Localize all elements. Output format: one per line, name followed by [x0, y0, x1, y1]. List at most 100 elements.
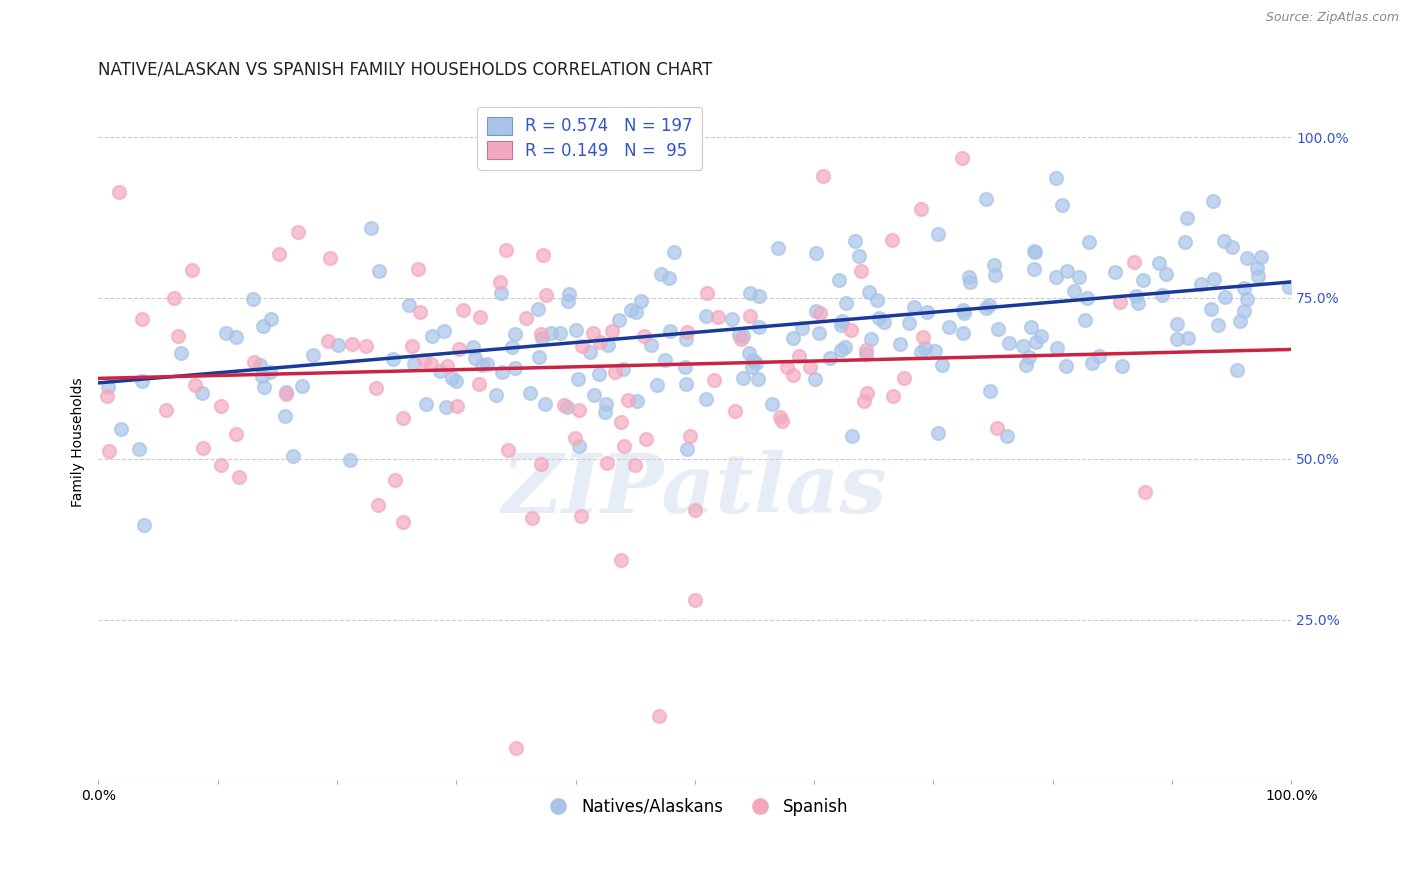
Point [1278, 279, 1301, 293]
Point [761, 397, 783, 411]
Point [844, 235, 866, 249]
Point [983, 268, 1005, 283]
Point [775, 360, 797, 375]
Point [1024, 262, 1046, 277]
Point [260, 311, 283, 326]
Point [1236, 251, 1258, 265]
Point [1213, 290, 1236, 304]
Point [986, 421, 1008, 435]
Point [501, 340, 523, 354]
Point [927, 426, 949, 441]
Point [1220, 240, 1243, 254]
Point [770, 414, 793, 428]
Point [228, 470, 250, 484]
Point [914, 341, 936, 355]
Point [915, 305, 938, 319]
Point [1076, 291, 1098, 305]
Point [505, 741, 527, 756]
Point [724, 404, 747, 418]
Point [855, 347, 877, 361]
Point [391, 410, 413, 425]
Point [910, 345, 932, 359]
Point [446, 399, 468, 413]
Point [596, 456, 619, 470]
Point [818, 351, 841, 365]
Point [872, 315, 894, 329]
Point [695, 392, 717, 406]
Point [402, 357, 425, 371]
Point [1052, 198, 1074, 212]
Text: ZIPatlas: ZIPatlas [502, 450, 887, 530]
Point [579, 344, 602, 359]
Point [339, 453, 361, 467]
Point [401, 339, 423, 353]
Point [1204, 272, 1226, 286]
Point [274, 409, 297, 424]
Point [564, 431, 586, 445]
Point [526, 302, 548, 317]
Point [1018, 350, 1040, 364]
Point [1174, 235, 1197, 250]
Point [215, 326, 238, 340]
Point [676, 442, 699, 457]
Point [596, 338, 619, 352]
Point [1233, 281, 1256, 295]
Point [553, 398, 575, 412]
Point [742, 352, 765, 367]
Point [503, 326, 526, 341]
Point [132, 517, 155, 532]
Point [683, 503, 706, 517]
Point [613, 439, 636, 453]
Point [471, 359, 494, 373]
Point [858, 285, 880, 300]
Point [274, 387, 297, 401]
Point [340, 337, 363, 351]
Point [866, 293, 889, 308]
Point [650, 267, 672, 281]
Point [209, 458, 232, 472]
Point [415, 397, 437, 411]
Point [252, 318, 274, 333]
Point [612, 362, 634, 376]
Legend: Natives/Alaskans, Spanish: Natives/Alaskans, Spanish [534, 791, 855, 822]
Point [1046, 341, 1069, 355]
Point [381, 351, 404, 366]
Point [565, 323, 588, 337]
Point [184, 377, 207, 392]
Point [96, 389, 118, 403]
Point [620, 303, 643, 318]
Point [745, 356, 768, 370]
Point [675, 377, 697, 392]
Point [766, 241, 789, 255]
Point [1152, 288, 1174, 302]
Point [938, 319, 960, 334]
Point [808, 306, 831, 320]
Point [720, 311, 742, 326]
Point [529, 350, 551, 364]
Point [316, 334, 339, 348]
Point [519, 385, 541, 400]
Point [1025, 335, 1047, 350]
Point [1054, 359, 1077, 373]
Point [927, 227, 949, 241]
Point [898, 316, 921, 330]
Point [470, 310, 492, 325]
Point [977, 297, 1000, 311]
Point [703, 373, 725, 387]
Point [571, 339, 593, 353]
Point [1021, 320, 1043, 334]
Point [607, 313, 630, 327]
Point [540, 326, 562, 341]
Point [529, 457, 551, 471]
Point [924, 343, 946, 358]
Text: Source: ZipAtlas.com: Source: ZipAtlas.com [1265, 11, 1399, 24]
Point [520, 510, 543, 524]
Point [495, 244, 517, 258]
Point [1177, 331, 1199, 345]
Point [851, 264, 873, 278]
Point [302, 348, 325, 362]
Point [828, 273, 851, 287]
Point [588, 367, 610, 381]
Text: NATIVE/ALASKAN VS SPANISH FAMILY HOUSEHOLDS CORRELATION CHART: NATIVE/ALASKAN VS SPANISH FAMILY HOUSEHO… [98, 60, 713, 78]
Point [555, 400, 578, 414]
